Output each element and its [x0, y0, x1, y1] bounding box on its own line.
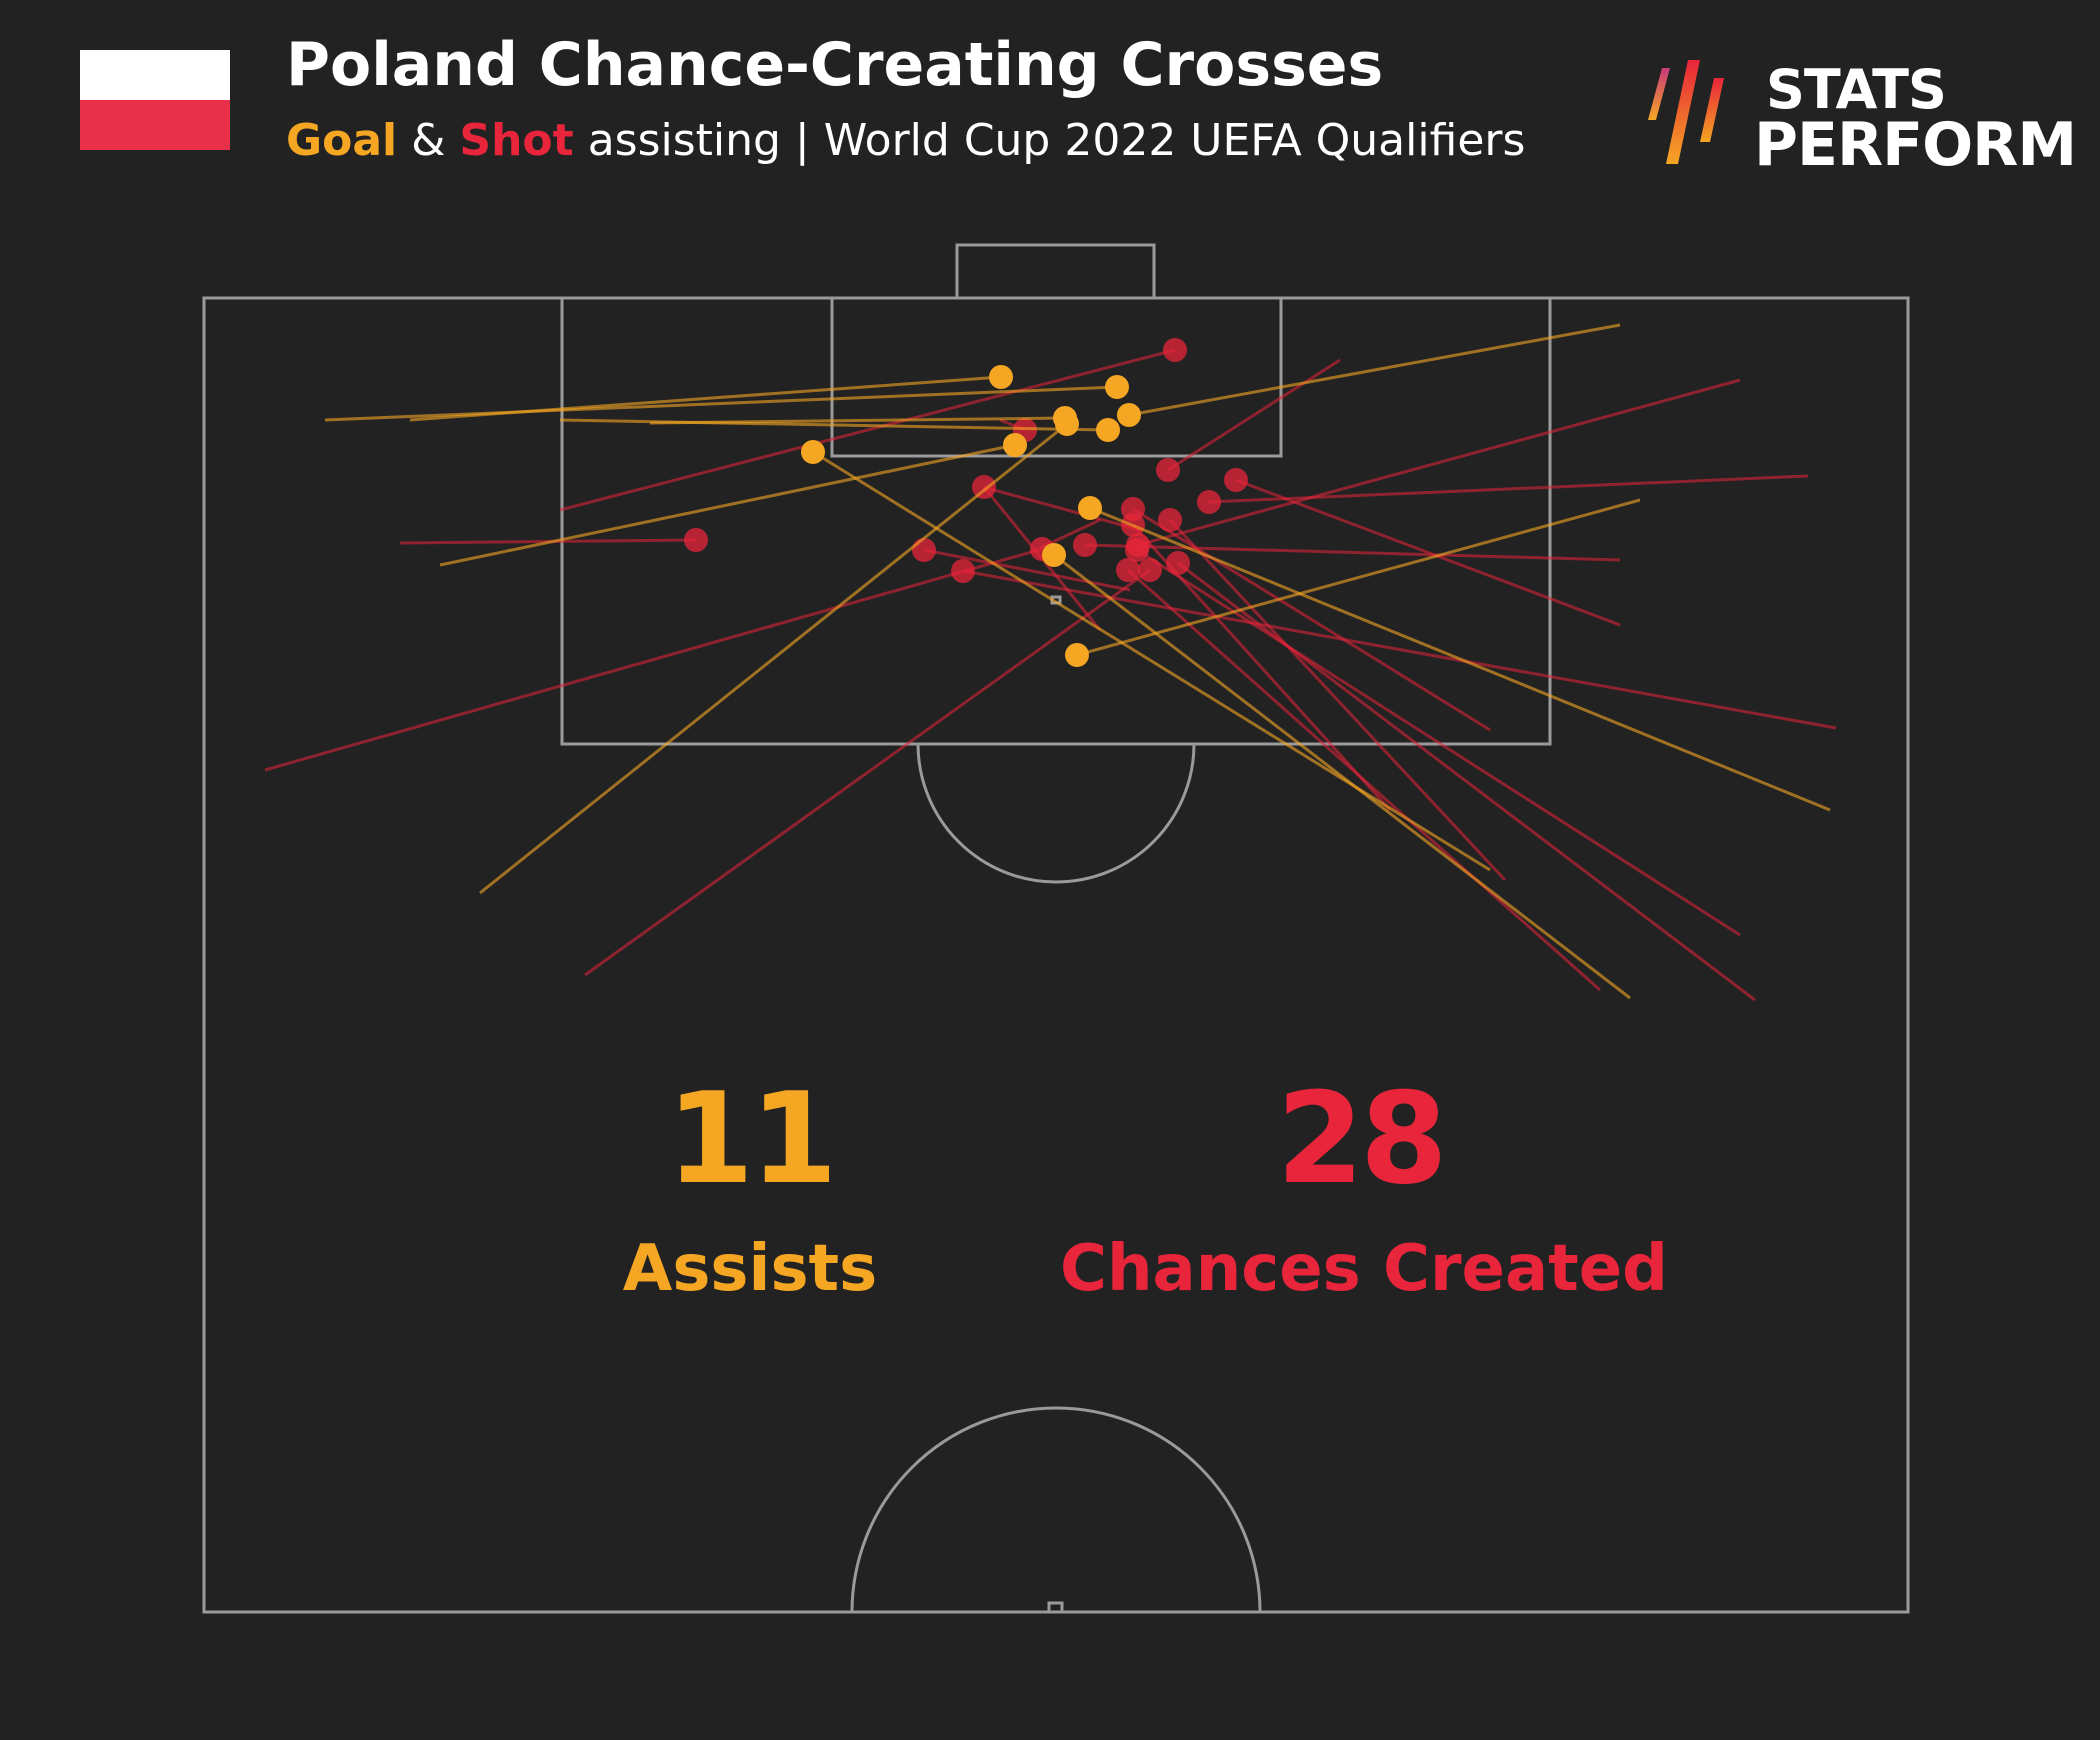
- assist-cross-line: [1128, 323, 1621, 417]
- assist-point: [1003, 433, 1027, 457]
- chance-cross-line: [584, 568, 1151, 977]
- assist-cross-line: [1053, 553, 1631, 1000]
- assist-cross-line: [439, 443, 1016, 567]
- assist-point: [1055, 412, 1079, 436]
- penalty-arc: [916, 743, 1196, 884]
- chance-point: [1125, 538, 1149, 562]
- chance-point: [1197, 490, 1221, 514]
- assists-count: 11: [666, 1065, 837, 1212]
- assist-cross-line: [812, 450, 1491, 872]
- center-circle: [850, 1406, 1262, 1613]
- chance-cross-line: [1177, 561, 1756, 1002]
- stats-perform-logo: STATS PERFORM: [1648, 58, 2077, 180]
- assist-point: [1065, 643, 1089, 667]
- assist-cross-line: [1076, 498, 1641, 657]
- subtitle-shot: Shot: [459, 115, 574, 166]
- chance-cross-line: [1167, 358, 1341, 472]
- chances-label: Chances Created: [1060, 1232, 1668, 1306]
- chance-cross-line: [559, 348, 1176, 512]
- flag-red-stripe: [80, 100, 230, 150]
- assist-point: [1078, 496, 1102, 520]
- center-spot: [1047, 1601, 1064, 1614]
- chance-point: [1158, 508, 1182, 532]
- chart-subtitle: Goal & Shot assisting | World Cup 2022 U…: [286, 115, 1525, 166]
- chance-point: [1163, 338, 1187, 362]
- chance-cross-line: [1168, 518, 1507, 882]
- assist-point: [1117, 403, 1141, 427]
- subtitle-rest: assisting | World Cup 2022 UEFA Qualifie…: [573, 115, 1526, 166]
- pitch-outline: [202, 296, 1910, 1614]
- chance-point: [912, 538, 936, 562]
- poland-flag: [80, 50, 230, 150]
- chance-point: [1166, 551, 1190, 575]
- chance-point: [1224, 468, 1248, 492]
- assist-cross-line: [1089, 506, 1831, 812]
- chance-cross-line: [264, 547, 1043, 772]
- assists-label: Assists: [622, 1232, 878, 1306]
- logo-text-stats: STATS: [1766, 58, 1947, 121]
- chance-cross-line: [1235, 478, 1621, 627]
- chance-cross-line: [1137, 378, 1741, 547]
- assist-point: [1105, 375, 1129, 399]
- chance-cross-line: [1136, 548, 1741, 937]
- chance-cross-line: [982, 485, 1141, 532]
- chance-cross-line: [1208, 474, 1809, 504]
- goal-frame: [955, 243, 1156, 300]
- flag-white-stripe: [80, 50, 230, 100]
- chance-point: [684, 528, 708, 552]
- chance-cross-line: [923, 548, 1131, 592]
- assist-point: [1096, 418, 1120, 442]
- chance-point: [951, 559, 975, 583]
- subtitle-goal: Goal: [286, 115, 398, 166]
- chance-point: [1138, 558, 1162, 582]
- chances-count: 28: [1276, 1065, 1447, 1212]
- assist-point: [801, 440, 825, 464]
- six-yard-box: [830, 296, 1283, 458]
- assist-point: [1042, 543, 1066, 567]
- chance-point: [1073, 533, 1097, 557]
- logo-slash-icon: [1648, 60, 1724, 164]
- logo-text-perform: PERFORM: [1754, 110, 2077, 180]
- chance-cross-line: [1132, 507, 1491, 732]
- assist-cross-line: [559, 418, 1109, 432]
- subtitle-amp: &: [397, 115, 460, 166]
- chance-point: [1156, 458, 1180, 482]
- chart-title: Poland Chance-Creating Crosses: [286, 30, 1384, 100]
- chance-point: [972, 475, 996, 499]
- chance-point: [1116, 558, 1140, 582]
- chance-cross-line: [1084, 543, 1621, 562]
- assist-cross-line: [324, 385, 1118, 422]
- assist-cross-line: [479, 422, 1068, 895]
- assist-point: [989, 365, 1013, 389]
